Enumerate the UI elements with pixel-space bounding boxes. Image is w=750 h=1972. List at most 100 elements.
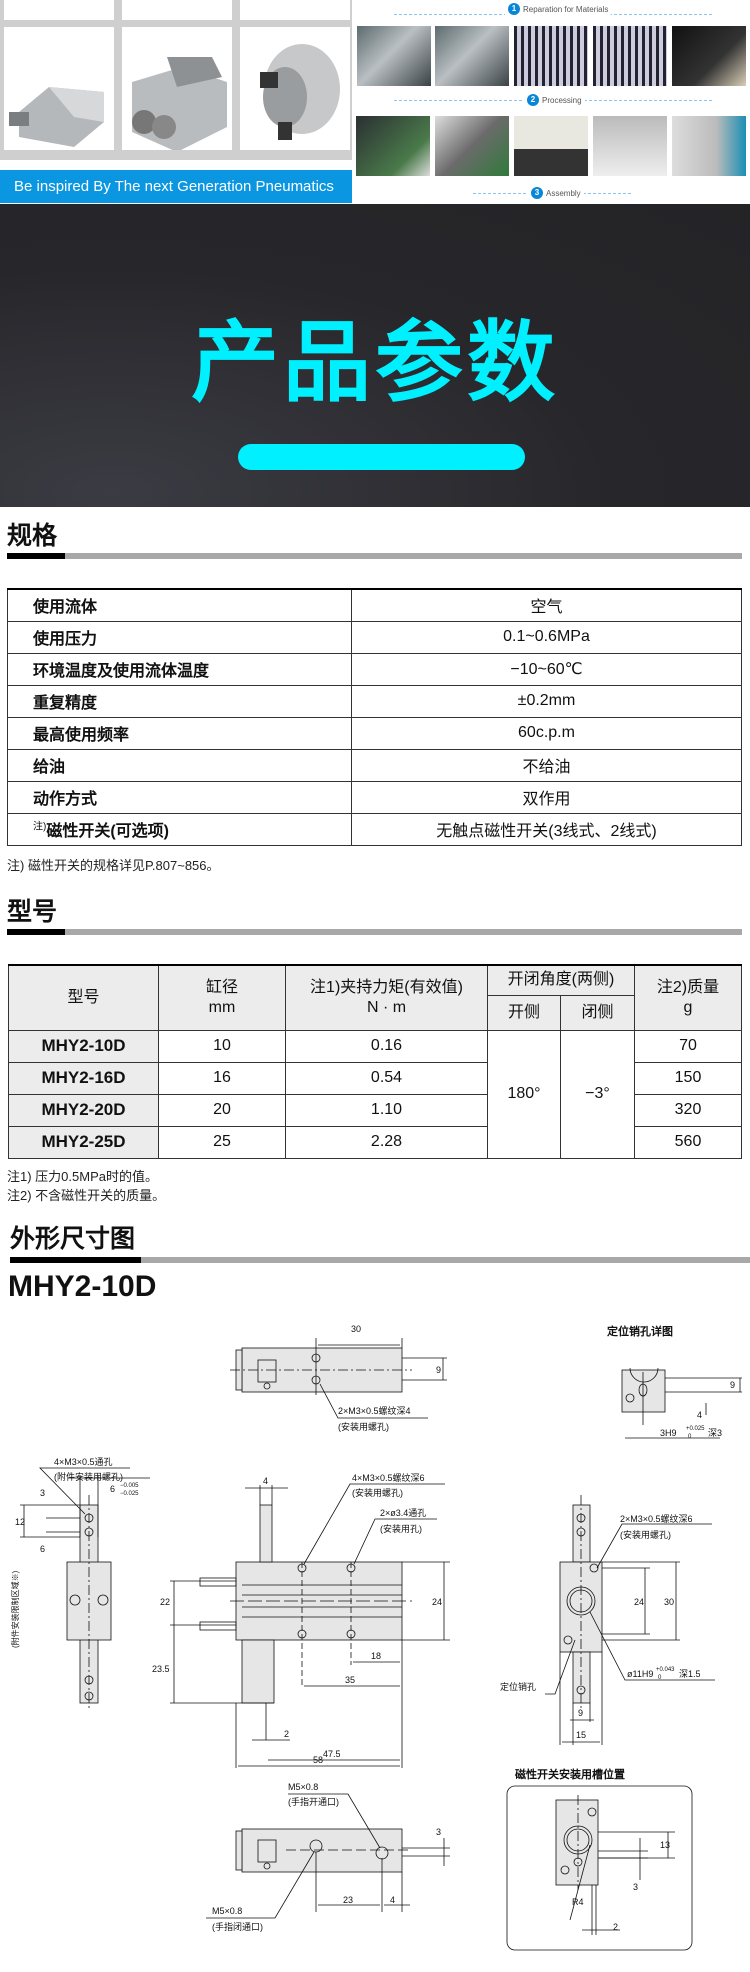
callout-label: 定位销孔 (500, 1681, 536, 1692)
table-row: MHY2-25D 25 2.28 560 (8, 1125, 742, 1159)
photo (593, 26, 667, 86)
drawing-model-name: MHY2-10D (8, 1270, 157, 1303)
spec-value: 无触点磁性开关(3线式、2线式) (351, 812, 742, 846)
step-label: Reparation for Materials (523, 4, 609, 14)
spec-label: 最高使用频率 (7, 716, 352, 750)
header-mass: 注2)质量 g (634, 964, 742, 1031)
callout-label: 2×ø3.4通孔 (380, 1508, 426, 1518)
step-label: Processing (542, 95, 582, 105)
step-materials: 1 Reparation for Materials (505, 3, 612, 15)
step-label: Assembly (546, 188, 581, 198)
slogan-banner: Be inspired By The next Generation Pneum… (0, 170, 352, 203)
dim-label: 30 (664, 1597, 674, 1607)
dim-label: 4 (697, 1410, 702, 1420)
product-image-parallel-gripper (4, 27, 114, 150)
bore-cell: 10 (158, 1029, 286, 1063)
callout-note: (安装用螺孔) (620, 1529, 671, 1540)
spec-label: 重复精度 (7, 684, 352, 718)
header-torque-unit: N · m (366, 998, 407, 1016)
hero-accent-bar (238, 444, 525, 470)
photo (357, 26, 431, 86)
mass-cell: 560 (634, 1125, 742, 1159)
dim-label: 30 (351, 1324, 361, 1334)
switch-slot-title: 磁性开关安装用槽位置 (515, 1767, 625, 1781)
spec-label: 注)磁性开关(可选项) (7, 812, 352, 846)
close-angle-cell: −3° (560, 1029, 635, 1159)
pin-detail-title: 定位销孔详图 (607, 1324, 673, 1338)
torque-cell: 2.28 (285, 1125, 488, 1159)
dim-label: 4 (263, 1476, 268, 1486)
spec-label: 使用流体 (7, 588, 352, 622)
spec-value: ±0.2mm (351, 684, 742, 718)
tolerance: +0.043 (656, 1667, 675, 1673)
model-cell: MHY2-10D (8, 1029, 159, 1063)
step-assembly: 3 Assembly (528, 187, 584, 199)
dim-label: 24 (634, 1597, 644, 1607)
table-row: 注)磁性开关(可选项) 无触点磁性开关(3线式、2线式) (7, 812, 742, 846)
dim-label: 3H9 (660, 1428, 677, 1438)
spec-value: 空气 (351, 588, 742, 622)
tolerance: 0 (658, 1675, 662, 1681)
table-row: 最高使用频率 60c.p.m (7, 716, 742, 750)
spec-value: 60c.p.m (351, 716, 742, 750)
dim-label: R4 (572, 1897, 584, 1907)
dim-label: 58 (313, 1755, 323, 1765)
table-row: MHY2-16D 16 0.54 150 (8, 1061, 742, 1095)
dim-label: 6 (110, 1484, 115, 1494)
table-row: MHY2-10D 10 0.16 180° −3° 70 (8, 1029, 742, 1159)
photo (593, 116, 667, 176)
header-open: 开侧 (487, 994, 561, 1031)
section-divider (7, 553, 742, 559)
note-marker: 注) (33, 821, 47, 833)
header-mass-label: 注2)质量 (656, 978, 720, 996)
spec-heading: 规格 (7, 522, 58, 550)
spec-label: 动作方式 (7, 780, 352, 814)
torque-cell: 0.16 (285, 1029, 488, 1063)
header-row: 型号 缸径 mm 注1)夹持力矩(有效值) N · m 开闭角度(两侧) 注2)质量… (8, 964, 742, 1031)
torque-cell: 0.54 (285, 1061, 488, 1095)
spec-label-text: 磁性开关(可选项) (46, 823, 170, 840)
dim-label: 12 (15, 1517, 25, 1527)
mass-cell: 70 (634, 1029, 742, 1063)
photo (435, 26, 509, 86)
step-number: 1 (508, 3, 520, 15)
model-cell: MHY2-20D (8, 1093, 159, 1127)
photo (672, 116, 746, 176)
header-angle: 开闭角度(两侧) (487, 964, 635, 996)
dim-label: 15 (576, 1730, 586, 1740)
dim-label: 24 (432, 1597, 442, 1607)
product-image (122, 0, 232, 20)
section-divider (7, 929, 742, 935)
tolerance: −0.005 (120, 1483, 139, 1489)
model-note-1: 注1) 压力0.5MPa时的值。 (7, 1169, 158, 1184)
table-row: 动作方式 双作用 (7, 780, 742, 814)
dim-label: 3 (40, 1488, 45, 1498)
dim-label: 4 (390, 1895, 395, 1905)
bore-cell: 20 (158, 1093, 286, 1127)
models-heading: 型号 (7, 898, 58, 926)
photo (672, 26, 746, 86)
mass-cell: 150 (634, 1061, 742, 1095)
dim-label: 3 (633, 1882, 638, 1892)
product-image-180-gripper (122, 27, 232, 152)
header-torque-label: 注1)夹持力矩(有效值) (310, 978, 463, 996)
tolerance: 0 (688, 1434, 692, 1440)
callout-label: 4×M3×0.5通孔 (54, 1457, 113, 1467)
spec-table: 使用流体 空气 使用压力 0.1~0.6MPa 环境温度及使用流体温度 −10~60℃… (7, 588, 742, 846)
header-close: 闭侧 (560, 994, 635, 1031)
spec-note: 注) 磁性开关的规格详见P.807~856。 (7, 858, 220, 873)
tolerance: +0.025 (686, 1426, 705, 1432)
dim-label: 23.5 (152, 1664, 170, 1674)
table-row: 使用压力 0.1~0.6MPa (7, 620, 742, 654)
model-cell: MHY2-25D (8, 1125, 159, 1159)
hero-title: 产品参数 (190, 313, 559, 412)
product-image-grid (0, 0, 352, 160)
callout-label: 4×M3×0.5螺纹深6 (352, 1472, 425, 1483)
header-mass-unit: g (683, 998, 693, 1016)
header-model: 型号 (8, 964, 159, 1031)
section-divider (10, 1257, 750, 1263)
dim-label: ø11H9 (627, 1669, 653, 1679)
table-row: 重复精度 ±0.2mm (7, 684, 742, 718)
dim-label: 18 (371, 1651, 381, 1661)
